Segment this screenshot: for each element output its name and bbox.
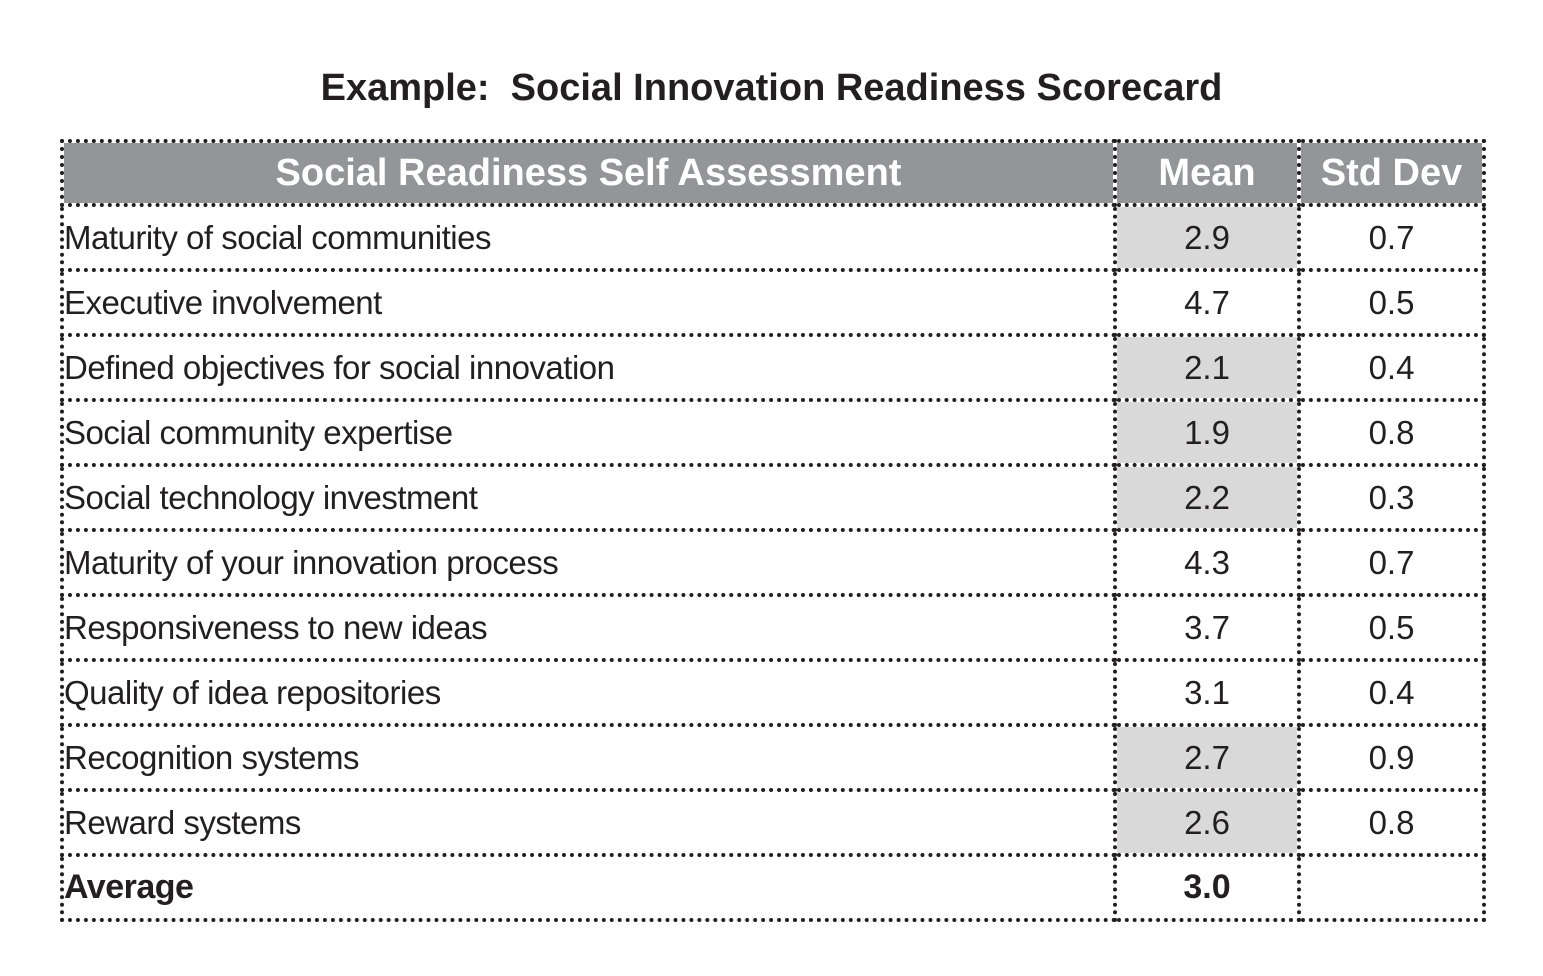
table-row: Defined objectives for social innovation… [60,333,1486,402]
std-dev-value: 0.8 [1297,398,1486,467]
row-label: Maturity of social communities [60,203,1117,272]
row-label: Responsiveness to new ideas [60,593,1117,662]
header-row: Social Readiness Self Assessment Mean St… [60,139,1486,207]
mean-value: 2.6 [1113,788,1301,857]
table-row: Executive involvement 4.7 0.5 [60,268,1486,337]
mean-value: 3.7 [1113,593,1301,662]
average-std-dev-value [1297,853,1486,922]
column-header-std-dev: Std Dev [1297,139,1486,207]
std-dev-value: 0.9 [1297,723,1486,792]
scorecard-table: Social Readiness Self Assessment Mean St… [60,139,1486,922]
row-label: Reward systems [60,788,1117,857]
mean-value: 2.2 [1113,463,1301,532]
mean-value: 3.1 [1113,658,1301,727]
table-body: Maturity of social communities 2.9 0.7 E… [60,203,1486,922]
column-header-assessment: Social Readiness Self Assessment [60,139,1117,207]
std-dev-value: 0.5 [1297,593,1486,662]
table-row: Reward systems 2.6 0.8 [60,788,1486,857]
std-dev-value: 0.8 [1297,788,1486,857]
row-label: Defined objectives for social innovation [60,333,1117,402]
mean-value: 1.9 [1113,398,1301,467]
std-dev-value: 0.7 [1297,203,1486,272]
mean-value: 4.3 [1113,528,1301,597]
std-dev-value: 0.4 [1297,333,1486,402]
table-row: Responsiveness to new ideas 3.7 0.5 [60,593,1486,662]
table-row: Recognition systems 2.7 0.9 [60,723,1486,792]
std-dev-value: 0.5 [1297,268,1486,337]
row-label: Executive involvement [60,268,1117,337]
row-label: Social technology investment [60,463,1117,532]
mean-value: 4.7 [1113,268,1301,337]
table-row: Quality of idea repositories 3.1 0.4 [60,658,1486,727]
table-row: Maturity of social communities 2.9 0.7 [60,203,1486,272]
std-dev-value: 0.4 [1297,658,1486,727]
mean-value: 2.7 [1113,723,1301,792]
average-label: Average [60,853,1117,922]
std-dev-value: 0.3 [1297,463,1486,532]
row-label: Quality of idea repositories [60,658,1117,727]
average-mean-value: 3.0 [1113,853,1301,922]
scorecard-title: Example: Social Innovation Readiness Sco… [320,67,1223,109]
mean-value: 2.9 [1113,203,1301,272]
table-row: Maturity of your innovation process 4.3 … [60,528,1486,597]
std-dev-value: 0.7 [1297,528,1486,597]
row-label: Social community expertise [60,398,1117,467]
table-row: Social community expertise 1.9 0.8 [60,398,1486,467]
table-row: Social technology investment 2.2 0.3 [60,463,1486,532]
column-header-mean: Mean [1113,139,1301,207]
average-row: Average 3.0 [60,853,1486,922]
row-label: Recognition systems [60,723,1117,792]
mean-value: 2.1 [1113,333,1301,402]
row-label: Maturity of your innovation process [60,528,1117,597]
